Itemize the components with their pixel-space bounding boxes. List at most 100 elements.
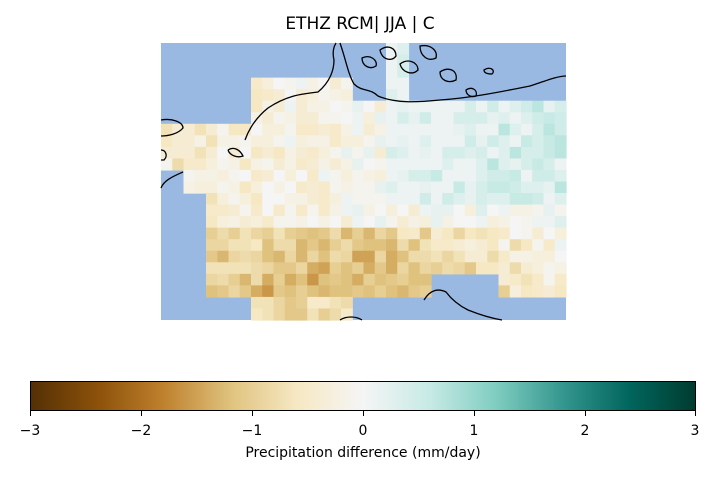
grid-cell [251, 239, 263, 252]
grid-cell [397, 146, 410, 160]
grid-cell [408, 135, 421, 148]
grid-cell [554, 250, 567, 263]
grid-cell [431, 169, 443, 183]
grid-cell [217, 123, 230, 136]
grid-cell [498, 193, 511, 206]
grid-cell [172, 135, 185, 148]
grid-cell [464, 100, 477, 113]
grid-cell [228, 273, 241, 286]
grid-cell [476, 227, 488, 240]
grid-cell [386, 54, 398, 67]
grid-cell [521, 250, 533, 263]
grid-cell [509, 262, 522, 275]
grid-cell [273, 204, 286, 217]
grid-cell [419, 112, 432, 125]
grid-cell [228, 135, 241, 148]
grid-cell [194, 135, 207, 148]
grid-cell [408, 123, 421, 136]
grid-cell [442, 112, 455, 125]
grid-cell [329, 239, 342, 252]
grid-cell [532, 273, 545, 286]
grid-cell [206, 135, 218, 148]
grid-cell [318, 204, 331, 217]
grid-cell [397, 112, 410, 125]
grid-cell [453, 123, 466, 136]
grid-cell [318, 296, 331, 310]
grid-cell [251, 296, 263, 310]
grid-cell [521, 193, 533, 206]
grid-cell [476, 112, 488, 125]
grid-cell [543, 216, 556, 229]
grid-cell [273, 89, 286, 102]
grid-cell [341, 227, 353, 240]
grid-cell [521, 204, 533, 217]
grid-cell [386, 100, 398, 113]
grid-cell [521, 158, 533, 171]
grid-cell [487, 193, 500, 206]
grid-cell [397, 227, 410, 240]
grid-cell [307, 169, 320, 183]
grid-cell [543, 227, 556, 240]
grid-cell [161, 135, 173, 148]
grid-cell [498, 181, 511, 194]
grid-cell [476, 158, 488, 171]
grid-cell [273, 273, 286, 286]
grid-cell [284, 250, 297, 263]
grid-cell [307, 273, 320, 286]
grid-cell [498, 204, 511, 217]
grid-cell [453, 112, 466, 125]
grid-cell [442, 216, 455, 229]
grid-cell [172, 158, 185, 171]
grid-cell [251, 308, 263, 321]
grid-cell [442, 135, 455, 148]
grid-cell [532, 227, 545, 240]
grid-cell [386, 89, 398, 102]
grid-cell [487, 204, 500, 217]
grid-cell [352, 123, 365, 136]
grid-cell [329, 250, 342, 263]
grid-cell [374, 123, 387, 136]
grid-cell [228, 285, 241, 298]
grid-cell [554, 239, 567, 252]
grid-cell [284, 296, 297, 310]
grid-cell [352, 181, 365, 194]
grid-cell [206, 227, 218, 240]
grid-cell [386, 77, 398, 90]
grid-cell [397, 54, 410, 67]
grid-cell [251, 169, 263, 183]
grid-cell [509, 112, 522, 125]
grid-cell [307, 227, 320, 240]
grid-cell [487, 216, 500, 229]
grid-cell [318, 216, 331, 229]
grid-cell [408, 285, 421, 298]
grid-cell [487, 262, 500, 275]
grid-cell [521, 123, 533, 136]
grid-cell [307, 285, 320, 298]
coastline [160, 42, 567, 321]
colorbar-tick [474, 411, 475, 416]
grid-cell [487, 250, 500, 263]
grid-cell [296, 227, 308, 240]
grid-cell [307, 308, 320, 321]
grid-cell [239, 273, 252, 286]
grid-cell [363, 227, 376, 240]
grid-cell [329, 181, 342, 194]
grid-cell [194, 181, 207, 194]
grid-cell [453, 135, 466, 148]
grid-cell [262, 77, 275, 90]
grid-cell [442, 100, 455, 113]
grid-cell [341, 204, 353, 217]
grid-cell [543, 169, 556, 183]
grid-cell [386, 66, 398, 79]
grid-cell [318, 181, 331, 194]
grid-cell [386, 123, 398, 136]
grid-cell [262, 100, 275, 113]
grid-cell [464, 123, 477, 136]
grid-cell [228, 262, 241, 275]
grid-cell [352, 146, 365, 160]
grid-cell [352, 193, 365, 206]
grid-cell [251, 135, 263, 148]
grid-cell [251, 273, 263, 286]
grid-cell [251, 89, 263, 102]
grid-cell [554, 181, 567, 194]
